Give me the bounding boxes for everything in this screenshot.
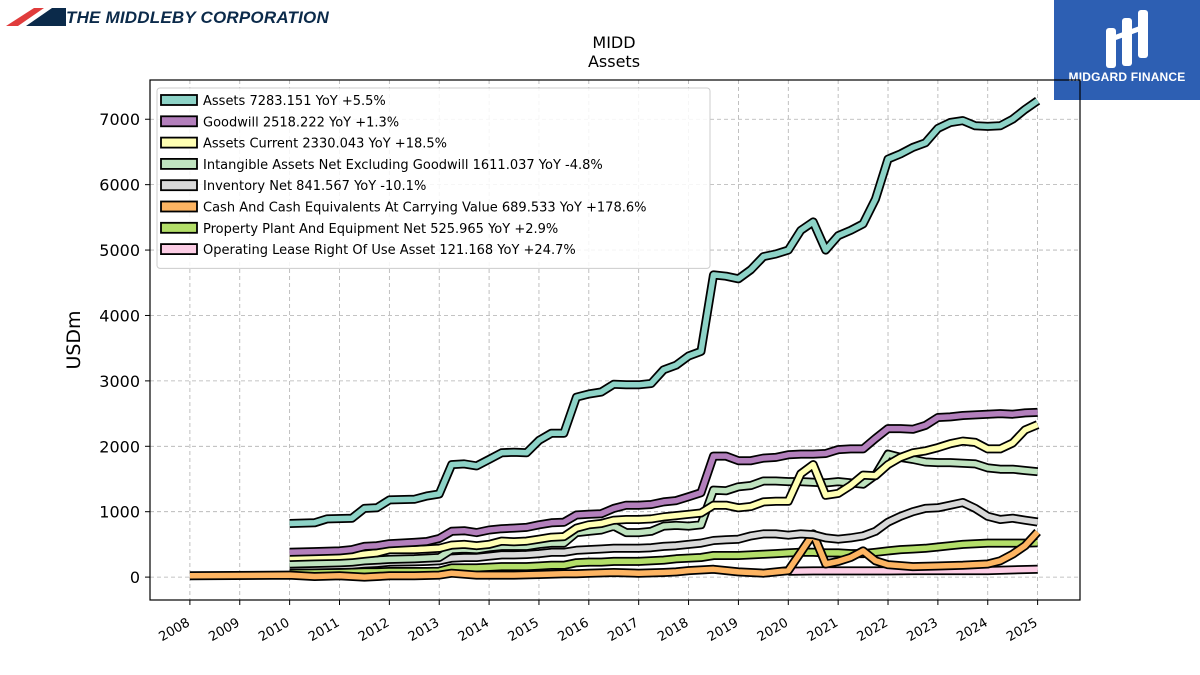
- chart-subtitle: Assets: [588, 52, 640, 71]
- legend-swatch: [160, 136, 198, 149]
- x-tick-label: 2024: [954, 615, 990, 645]
- x-tick-label: 2016: [555, 615, 591, 645]
- chart-title: MIDD: [592, 33, 635, 52]
- y-tick-label: 2000: [99, 437, 140, 456]
- x-tick-label: 2025: [1004, 615, 1040, 645]
- y-tick-label: 0: [130, 568, 140, 587]
- x-tick-label: 2012: [356, 615, 392, 645]
- series-line-cash-and-cash-equivalents-at-carrying-value: [189, 530, 1040, 580]
- y-tick-label: 1000: [99, 503, 140, 522]
- plot-frame: [149, 79, 1081, 601]
- y-tick-label: 6000: [99, 176, 140, 195]
- brand-header: THE MIDDLEBY CORPORATION: [0, 0, 329, 36]
- legend-entry: Operating Lease Right Of Use Asset 121.1…: [203, 243, 576, 258]
- legend-swatch: [160, 221, 198, 234]
- series-outline-goodwill: [289, 407, 1038, 557]
- x-tick-label: 2017: [605, 615, 641, 645]
- midgard-logo: MIDGARD FINANCE: [1054, 0, 1200, 100]
- legend-entry: Intangible Assets Net Excluding Goodwill…: [203, 158, 603, 173]
- x-tick-label: 2010: [256, 615, 292, 645]
- legend-entry: Property Plant And Equipment Net 525.965…: [203, 222, 558, 237]
- legend-swatch: [160, 115, 198, 128]
- legend-swatch: [160, 94, 198, 106]
- midgard-m-icon: [1106, 10, 1148, 68]
- y-tick-label: 4000: [99, 306, 140, 325]
- legend-box: [156, 87, 711, 269]
- series-line-inventory-net: [289, 499, 1038, 569]
- series-layer: [189, 97, 1041, 582]
- x-tick-label: 2014: [456, 615, 492, 645]
- x-tick-label: 2015: [506, 615, 542, 645]
- legend-swatch: [160, 157, 198, 170]
- company-name: THE MIDDLEBY CORPORATION: [66, 8, 329, 27]
- series-line-assets-current: [289, 422, 1039, 561]
- x-tick-label: 2009: [206, 615, 242, 645]
- x-axis: 2008 2009 2010 2011 2012 2013 2014 2015 2016 2017…: [157, 600, 1040, 645]
- x-tick-label: 2021: [805, 615, 841, 645]
- legend-swatch: [160, 243, 198, 256]
- y-tick-label: 7000: [99, 110, 140, 129]
- legend-entry: Assets 7283.151 YoY +5.5%: [203, 94, 386, 109]
- x-tick-label: 2013: [406, 615, 442, 645]
- x-tick-label: 2011: [306, 615, 342, 645]
- red-navy-swoosh-icon: [6, 8, 66, 26]
- y-tick-label: 3000: [99, 372, 140, 391]
- x-tick-label: 2023: [905, 615, 941, 645]
- series-outline-assets-current: [289, 420, 1040, 562]
- legend-entry: Cash And Cash Equivalents At Carrying Va…: [203, 201, 646, 216]
- y-axis-label: USDm: [63, 310, 85, 369]
- series-line-assets: [289, 98, 1040, 527]
- y-axis: 0 1000 2000 3000 4000 5000 6000 7000: [99, 110, 150, 587]
- legend: Assets 7283.151 YoY +5.5% Goodwill 2518.2…: [156, 87, 711, 269]
- x-tick-label: 2018: [655, 615, 691, 645]
- series-line-intangible-assets-net-excluding-goodwill: [289, 451, 1038, 567]
- legend-swatch: [160, 200, 198, 213]
- x-tick-label: 2008: [157, 615, 193, 645]
- legend-entry: Inventory Net 841.567 YoY -10.1%: [203, 179, 426, 194]
- y-tick-label: 5000: [99, 241, 140, 260]
- midgard-brand-text: MIDGARD FINANCE: [1068, 70, 1186, 84]
- legend-entry: Goodwill 2518.222 YoY +1.3%: [203, 115, 399, 130]
- x-tick-label: 2020: [755, 615, 791, 645]
- x-tick-label: 2019: [705, 615, 741, 645]
- x-tick-label: 2022: [855, 615, 891, 645]
- series-line-property-plant-and-equipment-net: [289, 539, 1038, 576]
- series-line-goodwill: [289, 409, 1038, 556]
- legend-swatch: [160, 179, 198, 192]
- legend-entry: Assets Current 2330.043 YoY +18.5%: [203, 137, 447, 152]
